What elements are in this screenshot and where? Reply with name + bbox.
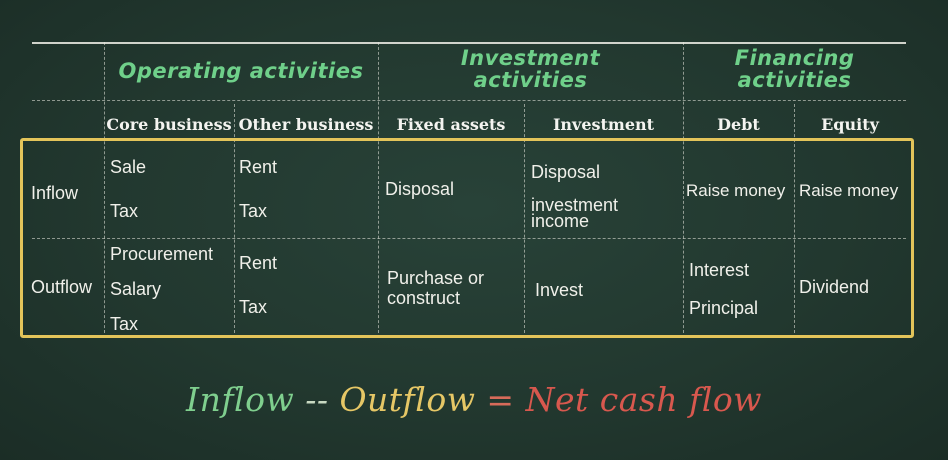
group-investment-line1: Investment [460,46,601,70]
net-cash-flow-formula: Inflow -- Outflow = Net cash flow [0,380,948,419]
group-investment-activities: Investment activities [378,47,683,91]
cell-outflow-equity-1: Dividend [799,277,870,297]
column-divider [524,104,525,338]
formula-minus: -- [294,380,340,419]
cell-outflow-other-2: Tax [239,297,268,317]
highlight-frame [20,138,914,338]
cell-outflow-core-3: Tax [110,314,139,334]
cell-outflow-fixed-2: construct [387,288,461,308]
formula-outflow: Outflow [339,380,476,419]
cell-outflow-debt-1: Interest [689,260,750,280]
group-financing-activities: Financing activities [683,47,906,91]
column-header-core-business: Core business [106,115,232,134]
top-rule [32,42,906,44]
header-divider [32,100,906,101]
cell-inflow-other-1: Rent [239,157,278,177]
column-divider [683,42,684,338]
group-financing-line1: Financing [734,46,855,70]
column-divider [104,42,105,338]
column-header-fixed-assets: Fixed assets [396,115,506,134]
group-investment-line2: activities [473,68,588,92]
column-header-debt: Debt [717,115,760,134]
cell-inflow-equity-1: Raise money [799,181,899,200]
column-header-other-business: Other business [238,115,374,134]
formula-equals: = [475,380,526,419]
cell-outflow-investment-1: Invest [535,280,584,300]
cell-outflow-debt-2: Principal [689,298,759,318]
cell-inflow-core-1: Sale [110,157,147,177]
cell-inflow-core-2: Tax [110,201,139,221]
cell-outflow-core-1: Procurement [110,244,214,264]
column-divider [794,104,795,338]
group-financing-line2: activities [737,68,852,92]
column-header-equity: Equity [821,115,879,134]
cell-inflow-investment-2: investment [531,195,619,215]
cell-inflow-fixed-1: Disposal [385,179,455,199]
cell-inflow-other-2: Tax [239,201,268,221]
group-operating-activities: Operating activities [118,59,364,83]
formula-inflow: Inflow [186,380,295,419]
cell-outflow-fixed-1: Purchase or [387,268,485,288]
column-divider [378,42,379,338]
cell-inflow-debt-1: Raise money [686,181,786,200]
row-label-inflow: Inflow [31,183,79,203]
cell-outflow-core-2: Salary [110,279,162,299]
column-header-investment: Investment [552,115,655,134]
row-label-outflow: Outflow [31,277,93,297]
row-divider [32,238,906,239]
formula-net-cash-flow: Net cash flow [525,380,762,419]
cell-inflow-investment-3: income [531,211,590,231]
cell-outflow-other-1: Rent [239,253,278,273]
column-divider [234,104,235,338]
cell-inflow-investment-1: Disposal [531,162,601,182]
